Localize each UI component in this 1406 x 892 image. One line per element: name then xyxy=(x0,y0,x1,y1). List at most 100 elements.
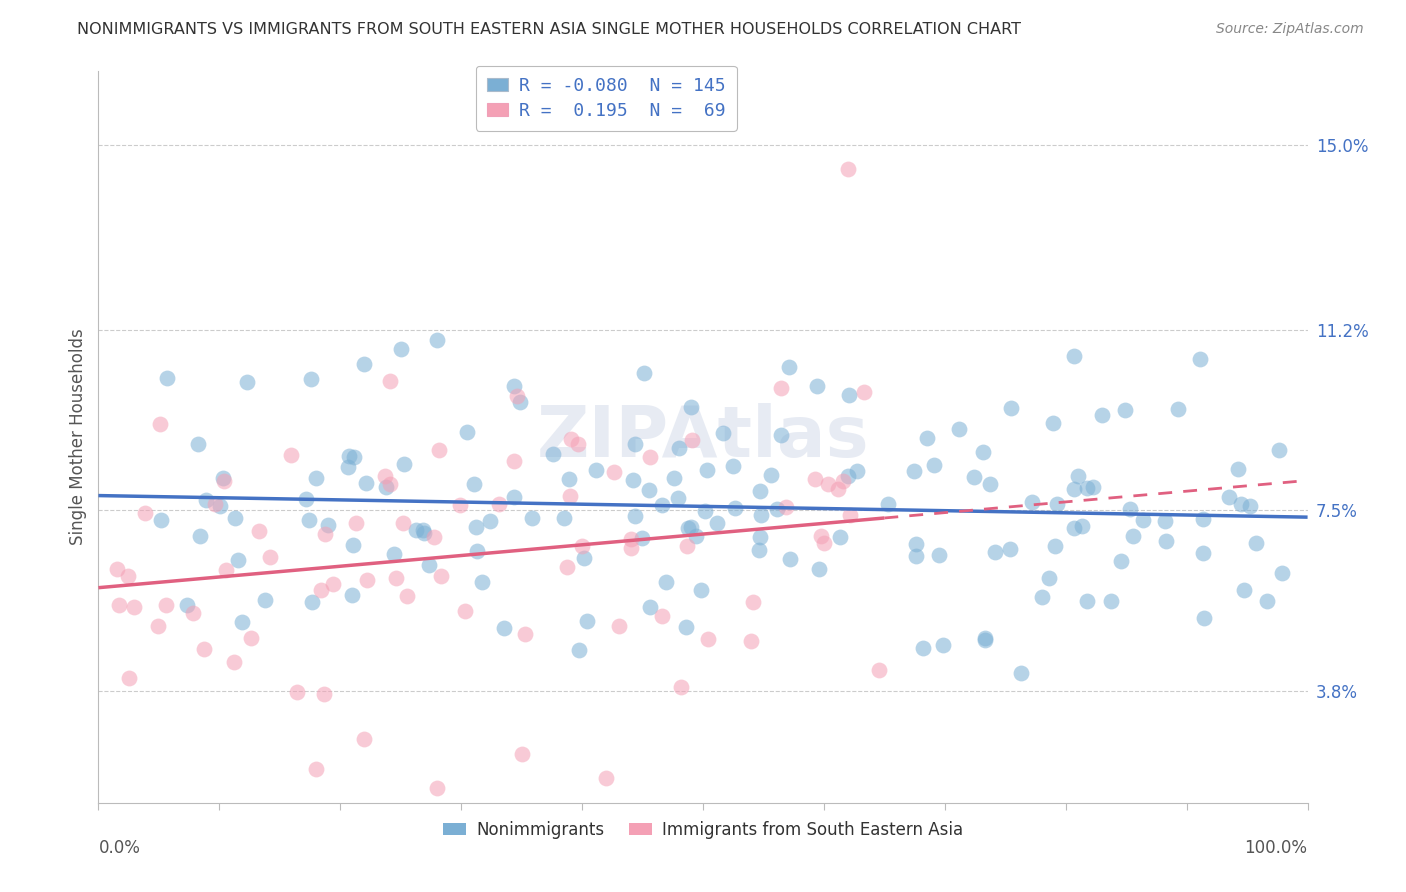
Point xyxy=(740,634,762,648)
Point xyxy=(905,549,928,564)
Point xyxy=(392,457,415,471)
Point xyxy=(181,606,204,620)
Point xyxy=(846,464,869,478)
Point xyxy=(1132,513,1154,527)
Point xyxy=(305,471,328,485)
Point xyxy=(695,504,717,518)
Point xyxy=(301,595,323,609)
Point xyxy=(1081,480,1104,494)
Point xyxy=(1226,462,1249,476)
Point xyxy=(259,549,281,564)
Point xyxy=(1153,514,1175,528)
Point xyxy=(679,520,702,534)
Y-axis label: Single Mother Households: Single Mother Households xyxy=(69,329,87,545)
Point xyxy=(295,492,318,507)
Point xyxy=(630,532,652,546)
Point xyxy=(567,436,589,450)
Point xyxy=(638,450,661,464)
Point xyxy=(427,443,450,458)
Point xyxy=(374,469,396,483)
Point xyxy=(287,685,309,699)
Point xyxy=(343,450,366,464)
Point xyxy=(711,425,734,440)
Point xyxy=(685,529,707,543)
Point xyxy=(1256,593,1278,607)
Point xyxy=(1021,495,1043,509)
Point xyxy=(668,442,690,456)
Point xyxy=(502,490,524,504)
Point xyxy=(353,357,375,371)
Point xyxy=(553,510,575,524)
Point xyxy=(806,379,828,393)
Point xyxy=(340,588,363,602)
Point xyxy=(911,640,934,655)
Point xyxy=(766,501,789,516)
Point xyxy=(215,563,238,577)
Point xyxy=(1099,593,1122,607)
Point xyxy=(675,619,697,633)
Point xyxy=(305,762,328,776)
Point xyxy=(389,343,412,357)
Point xyxy=(1154,533,1177,548)
Point xyxy=(876,497,898,511)
Point xyxy=(149,417,172,432)
Point xyxy=(505,389,527,403)
Point xyxy=(638,600,661,615)
Point xyxy=(690,582,713,597)
Point xyxy=(122,599,145,614)
Point xyxy=(852,385,875,400)
Point xyxy=(666,491,689,506)
Point xyxy=(607,619,630,633)
Point xyxy=(706,516,728,530)
Point xyxy=(696,632,718,646)
Point xyxy=(721,459,744,474)
Point xyxy=(456,425,478,440)
Point xyxy=(868,663,890,677)
Point xyxy=(1192,545,1215,559)
Point xyxy=(492,621,515,635)
Point xyxy=(378,374,401,388)
Point xyxy=(212,474,235,488)
Legend: Nonimmigrants, Immigrants from South Eastern Asia: Nonimmigrants, Immigrants from South Eas… xyxy=(436,814,970,846)
Point xyxy=(342,538,364,552)
Point xyxy=(224,510,246,524)
Point xyxy=(575,614,598,628)
Point xyxy=(1233,583,1256,598)
Point xyxy=(374,480,396,494)
Point xyxy=(778,360,800,375)
Point xyxy=(1042,416,1064,430)
Point xyxy=(188,529,211,543)
Text: NONIMMIGRANTS VS IMMIGRANTS FROM SOUTH EASTERN ASIA SINGLE MOTHER HOUSEHOLDS COR: NONIMMIGRANTS VS IMMIGRANTS FROM SOUTH E… xyxy=(77,22,1021,37)
Point xyxy=(1038,571,1060,585)
Point xyxy=(655,575,678,590)
Point xyxy=(1239,499,1261,513)
Point xyxy=(831,474,853,488)
Point xyxy=(488,497,510,511)
Point xyxy=(1000,401,1022,415)
Point xyxy=(176,599,198,613)
Point xyxy=(418,558,440,572)
Point xyxy=(134,506,156,520)
Point xyxy=(235,375,257,389)
Point xyxy=(344,516,367,531)
Point xyxy=(299,372,322,386)
Point xyxy=(280,448,302,462)
Text: 100.0%: 100.0% xyxy=(1244,839,1308,857)
Point xyxy=(454,605,477,619)
Point xyxy=(723,501,745,516)
Point xyxy=(463,476,485,491)
Point xyxy=(1119,501,1142,516)
Point xyxy=(465,543,488,558)
Point xyxy=(748,483,770,498)
Point xyxy=(571,539,593,553)
Point xyxy=(620,541,643,555)
Point xyxy=(574,551,596,566)
Point xyxy=(637,483,659,497)
Point xyxy=(187,437,209,451)
Point xyxy=(662,471,685,485)
Point xyxy=(932,638,955,652)
Point xyxy=(769,428,792,442)
Point xyxy=(471,575,494,590)
Point xyxy=(354,475,377,490)
Point xyxy=(1189,352,1212,367)
